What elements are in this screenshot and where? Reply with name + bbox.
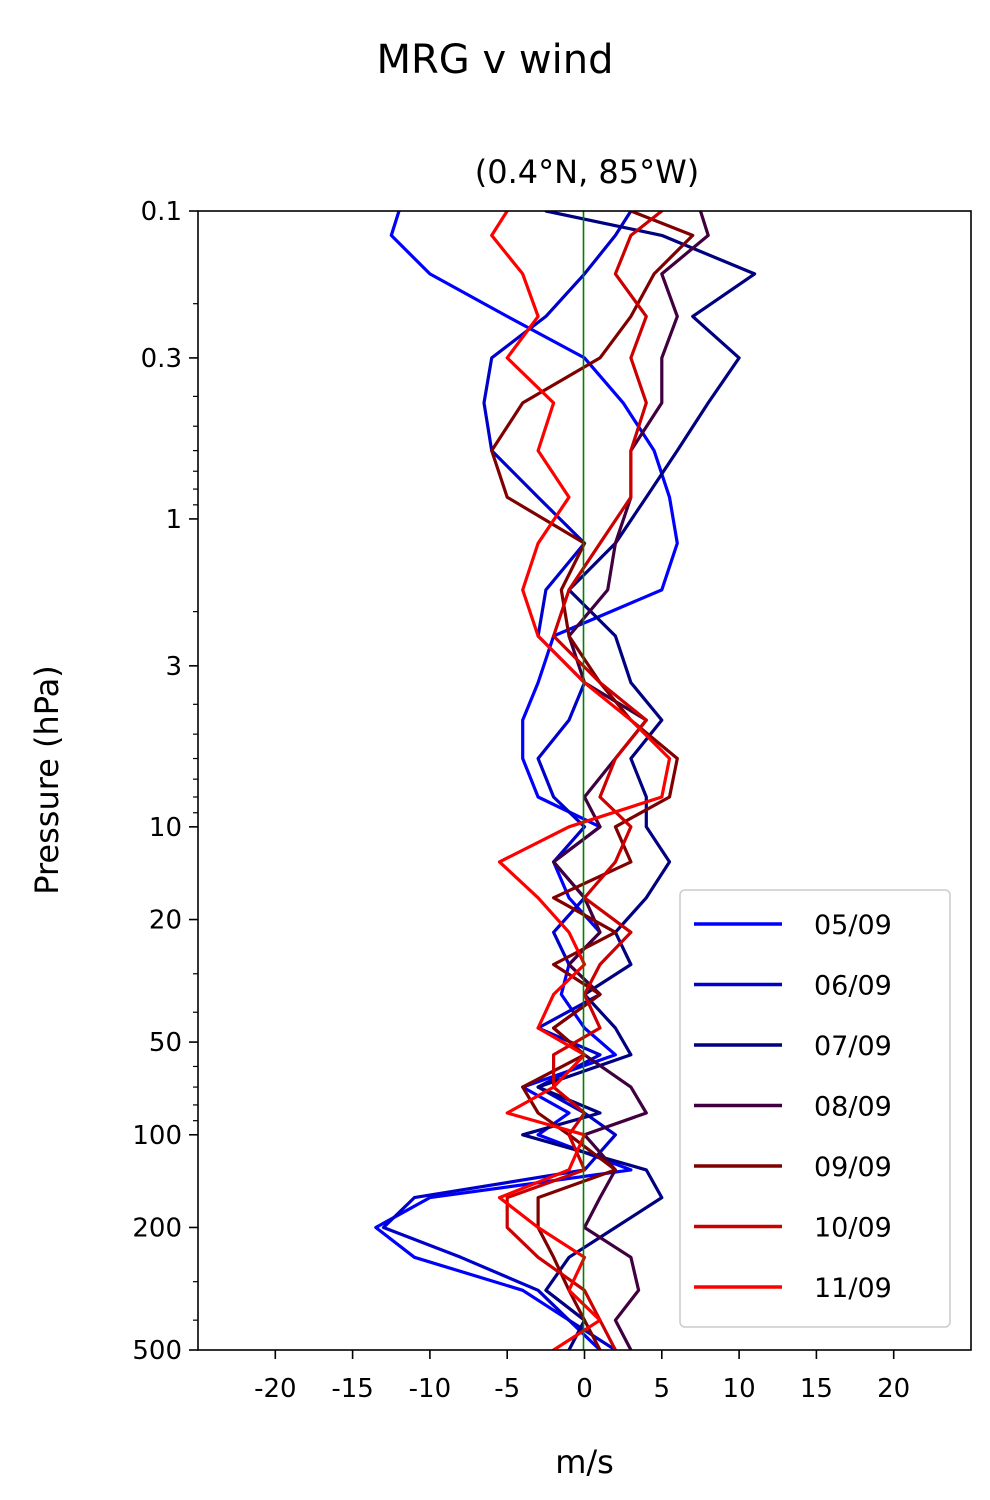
y-tick-label: 500 (132, 1336, 182, 1366)
x-tick-label: -15 (331, 1374, 373, 1404)
x-axis-label: m/s (555, 1443, 614, 1481)
series-line-09-09 (490, 211, 695, 1350)
x-axis: -20 -15 -10 -5 0 5 10 15 20 (254, 1350, 910, 1404)
series-line-08-09 (551, 211, 710, 1350)
chart-subtitle: (0.4°N, 85°W) (475, 153, 700, 191)
y-tick-label: 200 (132, 1213, 182, 1243)
legend-box (679, 889, 951, 1328)
y-tick-label: 3 (165, 652, 182, 682)
y-tick-label: 50 (149, 1028, 182, 1058)
x-tick-label: 0 (576, 1374, 593, 1404)
series-line-07-09 (521, 211, 757, 1350)
x-tick-label: -10 (409, 1374, 451, 1404)
series-line-10-09 (505, 211, 664, 1350)
y-axis: 0.1 0.3 1 3 10 20 50 100 200 500 (132, 197, 198, 1366)
legend-label: 10/09 (814, 1213, 892, 1244)
y-tick-label: 1 (165, 505, 182, 535)
x-tick-label: 15 (800, 1374, 833, 1404)
y-tick-label: 0.3 (141, 344, 182, 374)
legend: 05/09 06/09 07/09 08/09 09/09 10/09 11/09 (679, 889, 951, 1328)
y-tick-label: 20 (149, 906, 182, 936)
y-tick-label: 0.1 (141, 197, 182, 227)
y-minor-ticks (193, 303, 198, 1321)
legend-label: 08/09 (814, 1092, 892, 1123)
legend-label: 09/09 (814, 1152, 892, 1183)
x-tick-label: 5 (654, 1374, 671, 1404)
legend-label: 05/09 (814, 910, 892, 941)
x-tick-label: -20 (254, 1374, 296, 1404)
legend-label: 06/09 (814, 971, 892, 1002)
x-tick-label: 20 (877, 1374, 910, 1404)
figure-title: MRG v wind (377, 37, 614, 83)
y-axis-label: Pressure (hPa) (28, 665, 66, 895)
x-tick-label: 10 (723, 1374, 756, 1404)
legend-label: 07/09 (814, 1031, 892, 1062)
legend-label: 11/09 (814, 1273, 892, 1304)
series-layer (374, 211, 757, 1350)
y-tick-label: 10 (149, 813, 182, 843)
series-line-11-09 (490, 211, 672, 1350)
x-tick-label: -5 (494, 1374, 520, 1404)
y-tick-label: 100 (132, 1121, 182, 1151)
